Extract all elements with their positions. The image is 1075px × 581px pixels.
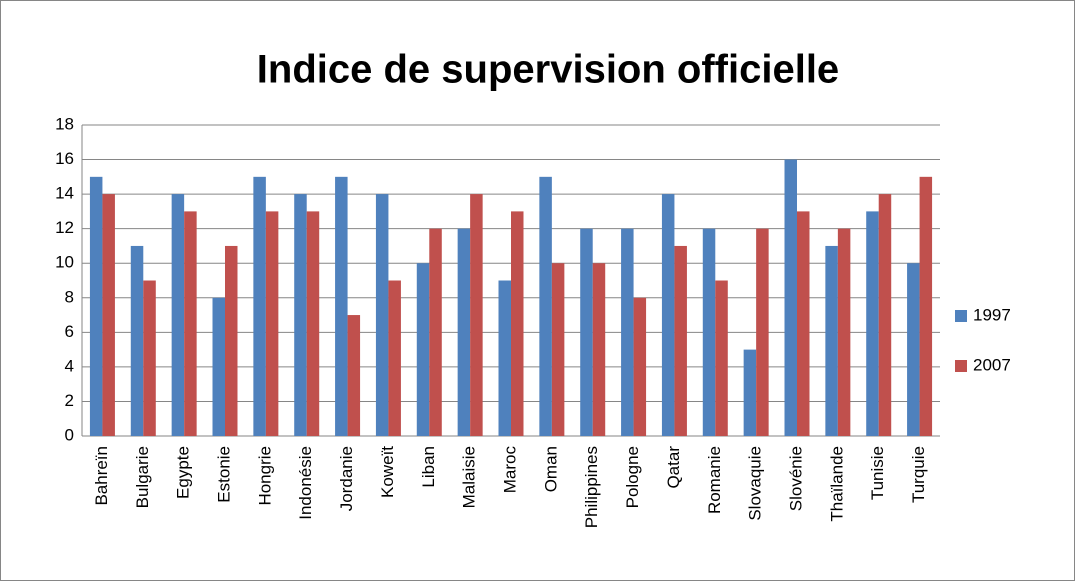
- bar: [551, 263, 565, 436]
- bar: [919, 176, 933, 437]
- bar: [661, 194, 675, 436]
- chart-title: Indice de supervision officielle: [257, 48, 839, 92]
- x-tick-label: Pologne: [623, 446, 642, 508]
- x-tick-label: Egypte: [174, 446, 193, 499]
- x-tick-label: Malaisie: [460, 446, 479, 508]
- x-tick-label: Indonésie: [296, 446, 315, 520]
- legend-swatch: [955, 360, 967, 372]
- bar: [89, 176, 103, 437]
- x-tick-label: Bahreïn: [92, 446, 111, 506]
- x-tick-label: Romanie: [705, 446, 724, 514]
- bar: [294, 194, 307, 436]
- bar: [265, 211, 279, 436]
- bar: [143, 280, 156, 436]
- bar: [347, 315, 361, 436]
- bar: [580, 228, 593, 436]
- x-tick-label: Slovaquie: [746, 446, 765, 521]
- bar: [866, 211, 879, 436]
- bar: [388, 280, 401, 436]
- bar: [102, 194, 115, 436]
- x-tick-label: Hongrie: [255, 446, 274, 506]
- bar: [633, 297, 647, 436]
- y-tick-label: 16: [55, 149, 74, 168]
- bar: [498, 280, 511, 436]
- bar: [702, 228, 716, 436]
- bar: [621, 228, 634, 436]
- x-tick-label: Thaïlande: [827, 446, 846, 522]
- legend-label: 2007: [973, 355, 1011, 374]
- x-tick-label: Oman: [541, 446, 560, 492]
- bar: [825, 245, 838, 436]
- y-tick-label: 4: [65, 356, 74, 375]
- x-tick-label: Qatar: [664, 446, 683, 489]
- x-tick-label: Bulgarie: [133, 446, 152, 508]
- bar: [457, 228, 471, 436]
- y-tick-label: 6: [65, 322, 74, 341]
- bar: [674, 245, 687, 436]
- bar: [539, 176, 552, 437]
- bar: [253, 176, 266, 437]
- bar: [306, 211, 320, 436]
- bar: [837, 228, 851, 436]
- y-tick-label: 8: [65, 287, 74, 306]
- x-tick-label: Philippines: [582, 446, 601, 528]
- bar: [184, 211, 197, 436]
- x-tick-label: Estonie: [214, 446, 233, 503]
- y-tick-label: 0: [65, 425, 74, 444]
- bar: [797, 211, 810, 436]
- y-tick-label: 10: [55, 253, 74, 272]
- bar: [511, 211, 524, 436]
- bar: [470, 194, 483, 436]
- legend-label: 1997: [973, 305, 1011, 324]
- bar: [784, 159, 797, 437]
- x-tick-label: Koweït: [378, 446, 397, 498]
- y-tick-label: 2: [65, 391, 74, 410]
- y-tick-label: 14: [55, 184, 74, 203]
- bar: [756, 228, 769, 436]
- x-tick-label: Maroc: [500, 446, 519, 494]
- bar: [375, 194, 389, 436]
- legend-swatch: [955, 310, 967, 322]
- y-tick-label: 18: [55, 114, 74, 133]
- bar: [907, 263, 920, 436]
- x-tick-label: Liban: [419, 446, 438, 488]
- x-tick-label: Jordanie: [337, 446, 356, 511]
- y-tick-label: 12: [55, 218, 74, 237]
- bar: [416, 263, 430, 436]
- bar: [225, 245, 238, 436]
- x-tick-label: Turquie: [909, 446, 928, 503]
- bar: [743, 349, 757, 436]
- x-tick-label: Slovénie: [786, 446, 805, 511]
- bar: [212, 297, 225, 436]
- x-tick-label: Tunisie: [868, 446, 887, 500]
- bar: [715, 280, 728, 436]
- bar: [130, 245, 144, 436]
- bar: [335, 176, 348, 437]
- bar: [878, 194, 892, 436]
- bar: [171, 194, 185, 436]
- bar: [592, 263, 606, 436]
- bar: [429, 228, 442, 436]
